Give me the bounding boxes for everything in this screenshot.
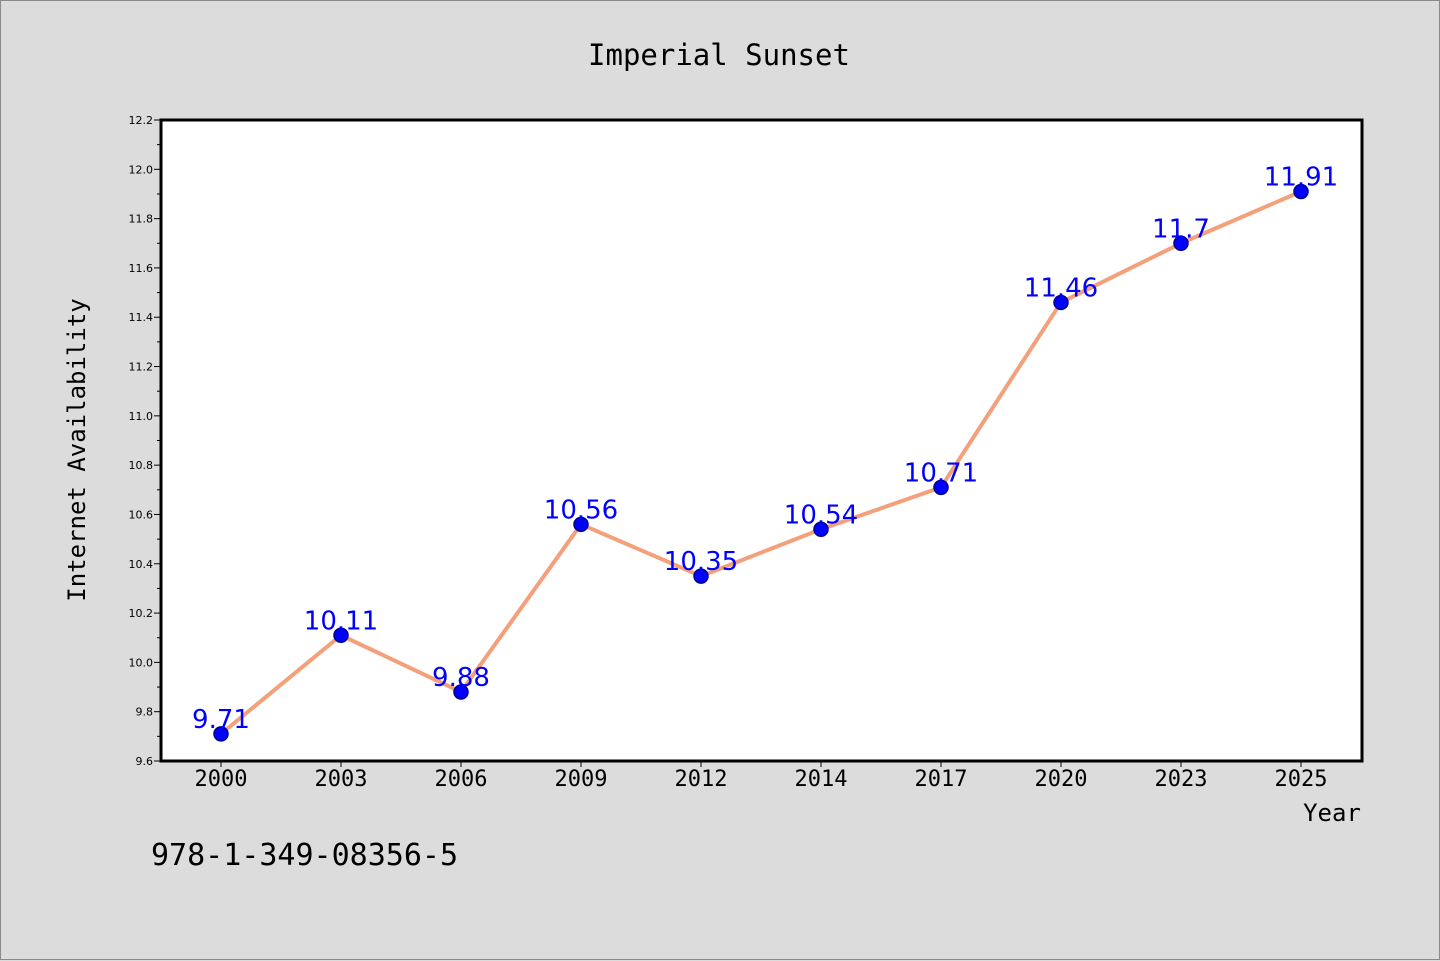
plot-border bbox=[159, 118, 1364, 763]
data-label: 11.91 bbox=[1264, 162, 1338, 192]
data-label: 11.46 bbox=[1024, 273, 1098, 303]
y-tick-label: 10.2 bbox=[129, 607, 154, 620]
data-label: 11.7 bbox=[1152, 214, 1210, 244]
data-point bbox=[933, 479, 949, 496]
x-tick-label: 2017 bbox=[915, 767, 968, 792]
y-tick-label: 11.2 bbox=[129, 361, 154, 374]
y-axis: 9.6 9.8 10.0 10.2 10.4 10.6 10.8 11.0 11.2 11.4 11… bbox=[129, 114, 161, 768]
data-label: 10.11 bbox=[304, 606, 378, 636]
data-label: 10.71 bbox=[904, 458, 978, 488]
x-axis-label: Year bbox=[1303, 799, 1361, 827]
data-point bbox=[333, 627, 349, 644]
series-line bbox=[219, 189, 1302, 736]
data-label: 9.88 bbox=[432, 663, 490, 693]
y-tick-label: 10.4 bbox=[129, 558, 154, 571]
y-tick-label: 12.0 bbox=[129, 163, 154, 176]
data-label: 10.54 bbox=[784, 500, 858, 530]
y-tick-label: 11.6 bbox=[129, 262, 154, 275]
y-tick-label: 11.8 bbox=[129, 213, 154, 226]
data-label: 10.35 bbox=[664, 547, 738, 577]
data-point bbox=[1173, 235, 1189, 252]
data-point bbox=[813, 521, 829, 538]
data-point bbox=[453, 684, 469, 700]
data-point bbox=[573, 516, 589, 533]
y-tick-label: 12.2 bbox=[129, 114, 154, 127]
data-points bbox=[213, 183, 1309, 742]
x-tick-label: 2000 bbox=[195, 767, 248, 792]
data-point bbox=[693, 568, 709, 584]
data-point bbox=[1053, 294, 1069, 311]
chart-title: Imperial Sunset bbox=[588, 38, 850, 72]
x-axis: 2000 2003 2006 2009 2012 2014 2017 2020 2023 2025 bbox=[195, 761, 1328, 792]
y-tick-label: 10.8 bbox=[129, 459, 154, 472]
y-tick-label: 10.6 bbox=[129, 508, 154, 521]
y-tick-label: 9.8 bbox=[136, 706, 154, 719]
x-tick-label: 2009 bbox=[555, 767, 608, 792]
y-tick-label: 9.6 bbox=[136, 755, 154, 768]
x-tick-label: 2006 bbox=[435, 767, 488, 792]
x-tick-label: 2020 bbox=[1035, 767, 1088, 792]
plot-area bbox=[161, 120, 1362, 761]
data-label: 9.71 bbox=[192, 705, 250, 735]
isbn-text: 978-1-349-08356-5 bbox=[151, 838, 458, 873]
data-point bbox=[213, 726, 229, 742]
data-label: 10.56 bbox=[544, 495, 618, 525]
y-tick-label: 11.0 bbox=[129, 410, 154, 423]
y-axis-label: Internet Availability bbox=[63, 298, 91, 601]
y-tick-label: 10.0 bbox=[129, 656, 154, 669]
y-tick-label: 11.4 bbox=[129, 311, 154, 324]
x-tick-label: 2003 bbox=[315, 767, 368, 792]
data-point bbox=[1293, 183, 1309, 200]
x-tick-label: 2014 bbox=[795, 767, 848, 792]
x-tick-label: 2023 bbox=[1155, 767, 1208, 792]
x-tick-label: 2012 bbox=[675, 767, 728, 792]
data-labels: 9.71 10.11 9.88 10.56 10.35 10.54 10.71 11.46 11… bbox=[192, 162, 1338, 734]
x-tick-label: 2025 bbox=[1275, 767, 1328, 792]
